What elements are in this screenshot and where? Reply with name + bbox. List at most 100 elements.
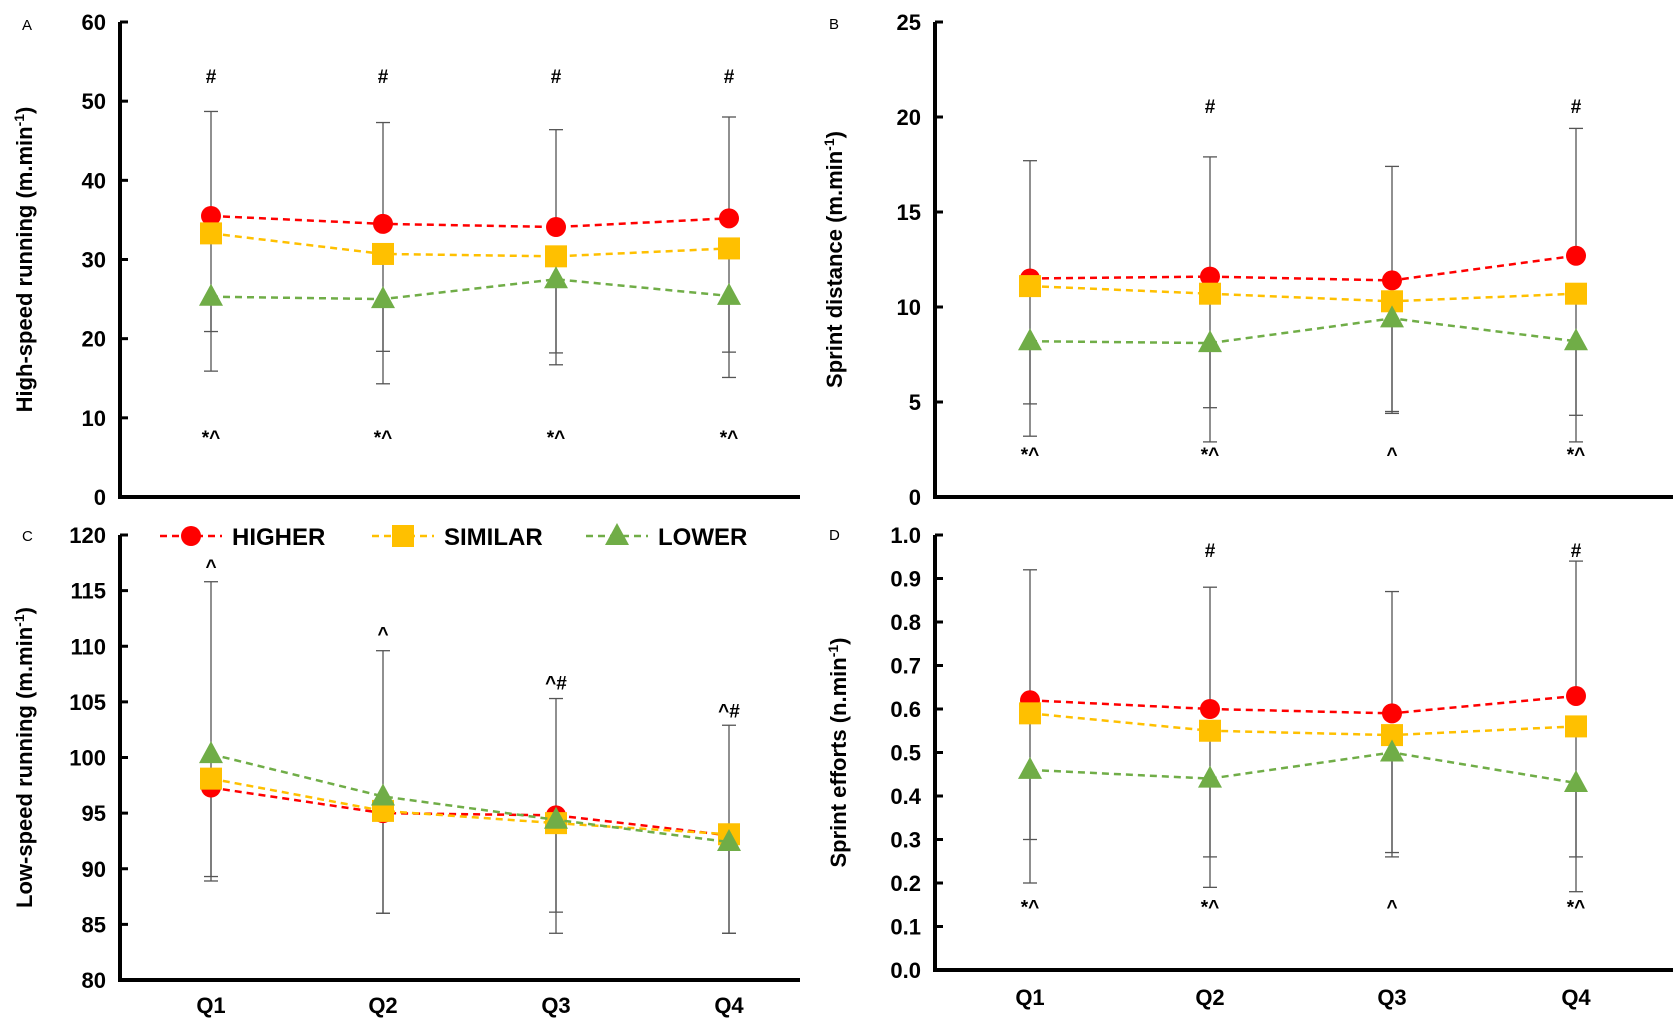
y-tick-label: 1.0 xyxy=(890,523,921,548)
y-tick-label: 0.1 xyxy=(890,915,921,940)
series-similar-point xyxy=(1381,724,1403,747)
y-tick-label: 0.5 xyxy=(890,741,921,766)
y-axis-title: Sprint distance (m.min-1) xyxy=(821,131,847,388)
legend-marker xyxy=(181,526,201,546)
panel-a: A High-speed running (m.min-1) 0 10 20 30 40 50… xyxy=(11,10,800,510)
series-lower-point xyxy=(371,783,395,806)
series-higher-point xyxy=(719,208,739,229)
legend-item-lower: LOWER xyxy=(586,523,747,551)
series-similar-point xyxy=(1565,282,1587,305)
panel-letter: B xyxy=(829,16,839,33)
y-tick-label: 100 xyxy=(69,746,106,771)
y-tick-label: 105 xyxy=(69,690,106,715)
y-tick-label: 110 xyxy=(71,634,107,659)
y-axis-title-superscript: -1 xyxy=(11,614,27,627)
significance-annotation: *^ xyxy=(202,428,221,449)
legend: HIGHER SIMILAR LOWER xyxy=(160,523,747,551)
y-tick-label: 50 xyxy=(82,89,106,114)
significance-annotation: ^ xyxy=(377,625,388,646)
significance-annotation: *^ xyxy=(1201,897,1220,918)
legend-label: LOWER xyxy=(658,524,747,551)
series-lower-point xyxy=(717,829,741,852)
y-tick-label: 10 xyxy=(82,406,106,431)
panel-letter: D xyxy=(829,527,840,544)
series-higher-point xyxy=(1566,245,1586,266)
series-lower-point xyxy=(717,282,741,305)
significance-annotation: *^ xyxy=(374,428,393,449)
y-tick-label: 20 xyxy=(82,327,106,352)
y-axis-title-superscript: -1 xyxy=(821,138,837,151)
series-higher-point xyxy=(1200,266,1220,287)
panel-b: B Sprint distance (m.min-1) 0 5 10 15 20 25 # # *^… xyxy=(821,10,1673,510)
x-tick-label: Q3 xyxy=(1377,985,1406,1010)
series-lower-point xyxy=(1018,328,1042,351)
y-tick-label: 0.8 xyxy=(890,610,921,635)
series-similar-point xyxy=(1381,290,1403,313)
significance-annotation: # xyxy=(1571,541,1582,562)
series-lower-point xyxy=(1380,739,1404,762)
series-higher-line xyxy=(1029,254,1577,282)
y-tick-label: 15 xyxy=(897,200,921,225)
y-axis-title-close: ) xyxy=(826,638,851,645)
y-tick-label: 0.2 xyxy=(890,871,921,896)
y-axis-title: Sprint efforts (n.min-1) xyxy=(825,638,851,868)
panel-letter: C xyxy=(22,528,33,545)
significance-annotation: ^# xyxy=(545,674,567,695)
significance-annotation: *^ xyxy=(547,428,566,449)
y-axis-title: High-speed running (m.min-1) xyxy=(11,107,37,413)
significance-annotation: # xyxy=(551,67,562,88)
legend-label: HIGHER xyxy=(232,524,325,551)
y-tick-label: 95 xyxy=(82,801,106,826)
series-similar-point xyxy=(372,242,394,265)
series-similar-point xyxy=(1199,282,1221,305)
y-axis-title-superscript: -1 xyxy=(825,645,841,658)
series-similar-line xyxy=(1029,712,1577,737)
y-tick-label: 90 xyxy=(82,857,106,882)
series-similar-point xyxy=(1199,719,1221,742)
panel-letter: A xyxy=(22,17,32,34)
series-higher-point xyxy=(1200,699,1220,719)
legend-marker xyxy=(605,523,629,545)
series-similar-point xyxy=(545,245,567,268)
series-similar-point xyxy=(200,222,222,245)
y-axis-title-close: ) xyxy=(12,107,37,114)
series-higher-point xyxy=(201,205,221,226)
x-tick-label: Q4 xyxy=(1561,985,1591,1010)
y-tick-label: 25 xyxy=(897,10,921,35)
series-higher-point xyxy=(1382,270,1402,291)
significance-annotation: # xyxy=(724,67,735,88)
series-lower-point xyxy=(1564,769,1588,792)
series-lower-point xyxy=(199,741,223,764)
series-similar-point xyxy=(718,237,740,260)
legend-item-higher: HIGHER xyxy=(160,524,325,551)
x-tick-label: Q3 xyxy=(541,993,570,1018)
x-tick-label: Q2 xyxy=(368,993,397,1018)
significance-annotation: *^ xyxy=(1567,445,1586,466)
significance-annotation: # xyxy=(1205,541,1216,562)
series-similar-point xyxy=(1019,702,1041,725)
y-tick-label: 0.9 xyxy=(890,567,921,592)
series-higher-line xyxy=(210,786,730,837)
y-axis-title-close: ) xyxy=(12,607,37,614)
y-tick-label: 5 xyxy=(909,390,921,415)
x-tick-label: Q2 xyxy=(1195,985,1224,1010)
y-tick-label: 0.4 xyxy=(890,784,921,809)
y-tick-label: 10 xyxy=(897,295,921,320)
y-tick-label: 60 xyxy=(82,10,106,35)
y-tick-label: 115 xyxy=(71,579,107,604)
series-lower-point xyxy=(371,286,395,309)
significance-annotation: *^ xyxy=(1021,897,1040,918)
y-tick-label: 30 xyxy=(82,248,106,273)
series-higher-line xyxy=(210,214,730,229)
y-tick-label: 0 xyxy=(94,485,106,510)
y-tick-label: 20 xyxy=(897,105,921,130)
series-similar-line xyxy=(210,232,730,258)
panel-d: D Sprint efforts (n.min-1) 0.0 0.1 0.2 0.3 0.4… xyxy=(825,523,1673,1010)
y-axis-title: Low-speed running (m.min-1) xyxy=(11,607,37,908)
significance-annotation: ^ xyxy=(205,557,216,578)
significance-annotation: # xyxy=(1571,97,1582,118)
y-tick-label: 0 xyxy=(909,485,921,510)
series-similar-line xyxy=(210,777,730,836)
significance-annotation: # xyxy=(378,67,389,88)
